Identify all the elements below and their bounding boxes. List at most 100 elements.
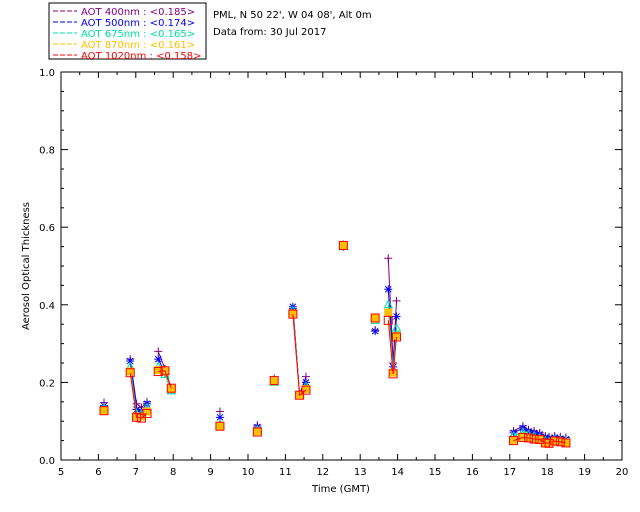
data-point-square — [388, 369, 398, 379]
series-line — [129, 359, 148, 409]
data-point-square — [535, 434, 545, 444]
legend: AOT 400nm : <0.185>AOT 500nm : <0.174>AO… — [48, 2, 207, 62]
data-point-triangle — [383, 299, 394, 309]
data-point-square — [142, 408, 152, 418]
data-point-fill — [215, 421, 224, 430]
data-point-star — [126, 357, 135, 366]
x-tick-label: 8 — [170, 467, 176, 478]
data-point-square — [544, 438, 554, 448]
series-diamond — [100, 241, 570, 447]
data-point-square — [99, 406, 109, 416]
y-tick-label: 0.8 — [39, 146, 55, 157]
series-line — [292, 308, 307, 395]
x-tick-label: 19 — [578, 467, 591, 478]
series-line — [387, 320, 397, 374]
data-point-square — [550, 436, 560, 446]
data-point-plus — [384, 254, 393, 263]
series-line — [158, 370, 172, 389]
data-point-fill — [384, 308, 393, 317]
data-point-square — [370, 313, 380, 323]
x-tick-label: 14 — [391, 467, 404, 478]
x-axis: 5 6 7 8 9 10 11 12 13 14 15 16 17 18 19 20 — [58, 72, 629, 478]
y-axis-label: Aerosol Optical Thickness — [21, 202, 32, 330]
legend-entry: AOT 675nm : <0.165> — [81, 29, 195, 40]
data-point-square — [166, 383, 176, 393]
data-point-square — [383, 315, 393, 325]
data-point-fill — [270, 377, 279, 386]
data-point-fill — [126, 367, 135, 376]
data-point-star — [253, 423, 262, 432]
data-point-fill — [154, 365, 163, 374]
x-tick-label: 5 — [58, 467, 64, 478]
legend-entry: AOT 400nm : <0.185> — [81, 7, 195, 18]
data-point-fill — [167, 384, 176, 393]
x-tick-label: 16 — [466, 467, 479, 478]
legend-entry: AOT 870nm : <0.161> — [81, 40, 195, 51]
x-tick-label: 15 — [429, 467, 442, 478]
legend-box — [48, 2, 207, 60]
data-point-square — [338, 240, 348, 250]
x-tick-label: 12 — [316, 467, 329, 478]
y-axis: 0.0 0.2 0.4 0.6 0.8 1.0 — [39, 68, 622, 467]
data-point-star — [392, 312, 401, 321]
x-tick-label: 10 — [242, 467, 255, 478]
data-point-fill — [339, 241, 348, 250]
y-tick-label: 0.6 — [39, 223, 55, 234]
data-point-square — [160, 366, 170, 376]
series-layer — [99, 240, 571, 448]
data-point-star — [100, 401, 109, 410]
data-point-square — [295, 390, 305, 400]
x-tick-label: 17 — [503, 467, 516, 478]
date-text: Data from: 30 Jul 2017 — [213, 27, 326, 38]
series-triangle — [99, 241, 571, 445]
data-point-square — [529, 434, 539, 444]
data-point-square — [555, 437, 565, 447]
data-point-fill — [518, 432, 527, 441]
data-point-fill — [137, 412, 146, 421]
data-point-star — [137, 407, 146, 416]
y-tick-label: 0.2 — [39, 378, 55, 389]
series-line — [129, 372, 148, 419]
series-line — [513, 436, 566, 444]
x-tick-label: 20 — [616, 467, 629, 478]
series-square — [99, 240, 571, 448]
data-point-star — [154, 355, 163, 364]
y-tick-label: 1.0 — [39, 68, 55, 79]
x-tick-label: 13 — [354, 467, 367, 478]
data-point-square — [125, 368, 135, 378]
data-point-square — [269, 375, 279, 385]
data-point-square — [301, 385, 311, 395]
series-plus — [100, 240, 570, 442]
data-point-square — [132, 412, 142, 422]
data-point-square — [561, 438, 571, 448]
data-point-fill — [253, 427, 262, 436]
data-point-square — [288, 309, 298, 319]
legend-items: AOT 400nm : <0.185>AOT 500nm : <0.174>AO… — [53, 7, 201, 62]
data-point-fill — [288, 309, 297, 318]
data-point-star — [371, 327, 380, 336]
series-star — [100, 242, 570, 444]
data-point-square — [252, 427, 262, 437]
data-point-fill — [301, 384, 310, 393]
data-point-star — [384, 285, 393, 294]
data-point-fill — [371, 314, 380, 323]
data-point-square — [153, 367, 163, 377]
data-point-square — [524, 433, 533, 443]
data-point-square — [391, 332, 401, 342]
data-point-square — [215, 421, 225, 431]
data-point-fill — [509, 435, 518, 444]
legend-entry: AOT 500nm : <0.174> — [81, 18, 195, 29]
x-tick-label: 6 — [95, 467, 101, 478]
y-tick-label: 0.4 — [39, 301, 55, 312]
data-point-square — [509, 436, 519, 446]
location-text: PML, N 50 22', W 04 08', Alt 0m — [213, 10, 372, 21]
data-point-plus — [154, 347, 163, 356]
legend-entry: AOT 1020nm : <0.158> — [81, 51, 201, 62]
data-point-square — [518, 432, 528, 442]
x-tick-label: 9 — [207, 467, 213, 478]
y-tick-label: 0.0 — [39, 456, 55, 467]
data-point-fill — [100, 406, 109, 415]
data-point-plus — [392, 296, 401, 305]
data-point-fill — [392, 331, 401, 340]
